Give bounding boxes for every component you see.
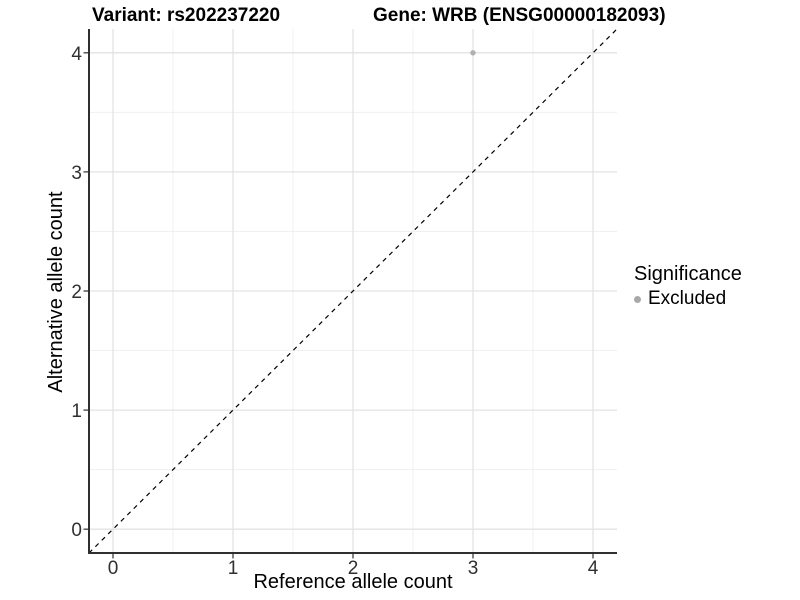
- data-point: [470, 50, 476, 56]
- legend-title: Significance: [634, 263, 742, 285]
- legend-point-icon: [634, 295, 641, 303]
- legend: Significance Excluded: [626, 262, 796, 310]
- legend-entry-label: Excluded: [648, 288, 727, 309]
- plot-title-variant: Variant: rs202237220: [92, 5, 281, 26]
- x-tick-label: 3: [468, 558, 479, 579]
- plot-title-gene: Gene: WRB (ENSG00000182093): [373, 5, 666, 26]
- x-tick-label: 2: [348, 558, 359, 579]
- y-tick-label: 3: [71, 163, 82, 184]
- x-tick-label: 0: [108, 558, 119, 579]
- y-axis-title: Alternative allele count: [45, 191, 67, 393]
- x-axis-title: Reference allele count: [253, 571, 453, 593]
- y-tick-label: 4: [71, 44, 82, 65]
- x-tick-label: 1: [228, 558, 239, 579]
- y-tick-label: 1: [71, 401, 82, 422]
- y-tick-label: 0: [71, 520, 82, 541]
- identity-dashed-line: [88, 28, 618, 554]
- legend-entry-excluded: Excluded: [634, 288, 796, 310]
- x-tick-label: 4: [588, 558, 599, 579]
- y-tick-label: 2: [71, 282, 82, 303]
